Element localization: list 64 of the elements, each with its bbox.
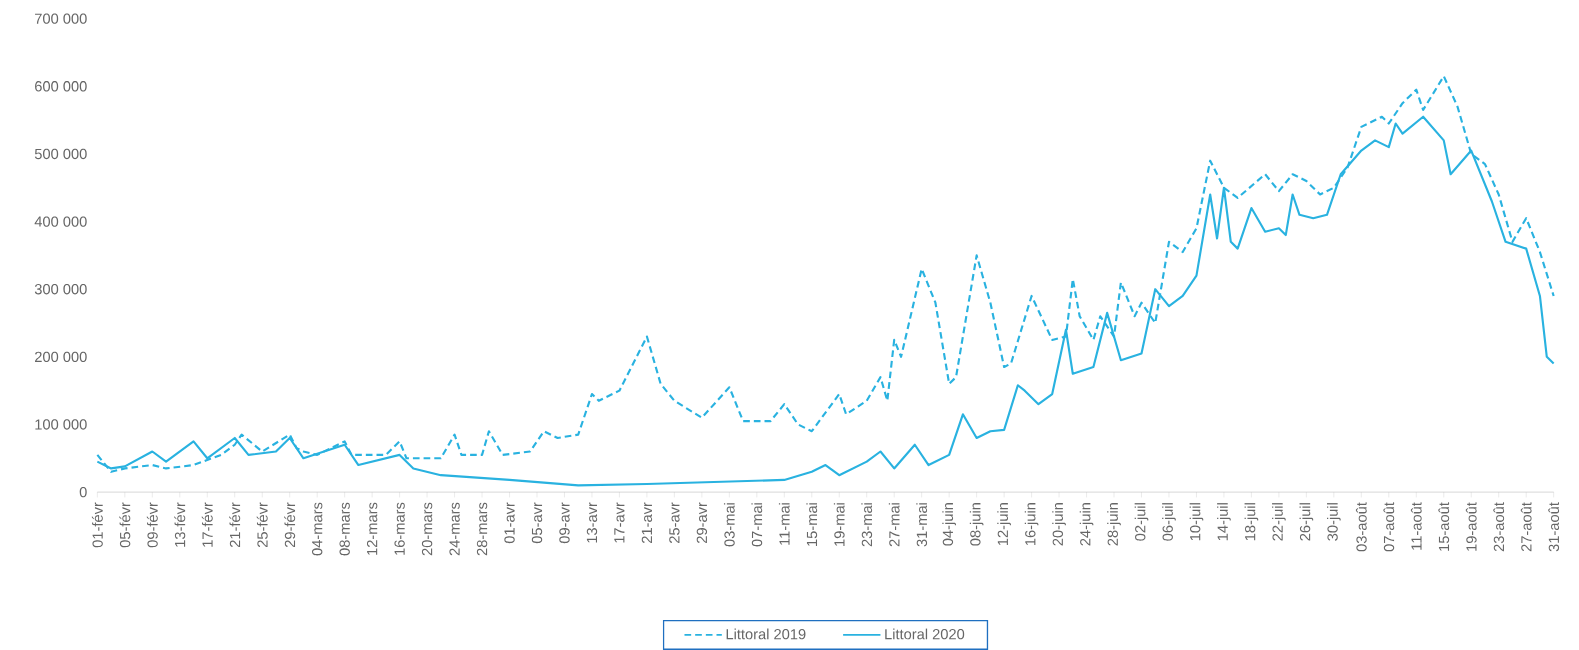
x-tick-label: 21-avr — [641, 502, 653, 544]
x-tick-label: 07-mai — [751, 503, 763, 547]
x-tick-label: 14-juil — [1217, 503, 1231, 541]
x-tick-label: 04-mars — [312, 502, 323, 556]
x-tick-label: 27-août — [1520, 502, 1532, 552]
x-tick-label: 16-juin — [1024, 503, 1039, 546]
y-tick-label: 200 000 — [35, 351, 87, 363]
x-tick-label: 18-juil — [1244, 503, 1259, 541]
x-tick-label: 05-févr — [119, 502, 131, 548]
x-tick-label: 19-août — [1465, 502, 1477, 551]
x-tick-label: 31-mai — [916, 503, 928, 547]
x-tick-label: 30-juil — [1327, 503, 1341, 541]
y-tick-label: 600 000 — [35, 81, 87, 92]
x-tick-label: 05-avr — [531, 502, 543, 544]
x-tick-label: 20-juin — [1052, 503, 1066, 546]
x-tick-label: 13-févr — [174, 502, 186, 547]
legend-label: Littoral 2020 — [885, 628, 965, 640]
x-tick-label: 23-mai — [861, 503, 873, 547]
x-tick-label: 17-févr — [201, 502, 213, 547]
y-tick-label: 100 000 — [35, 419, 87, 430]
x-tick-label: 25-avr — [669, 502, 680, 544]
x-tick-label: 29-févr — [284, 502, 296, 548]
x-tick-label: 15-août — [1438, 502, 1450, 551]
x-tick-label: 06-juil — [1162, 503, 1176, 541]
x-tick-label: 23-août — [1493, 502, 1505, 552]
x-tick-label: 12-juin — [997, 503, 1011, 546]
x-tick-label: 16-mars — [394, 502, 405, 555]
x-tick-label: 11-août — [1410, 502, 1422, 550]
x-tick-label: 09-févr — [146, 502, 158, 548]
x-tick-label: 08-juin — [969, 503, 984, 546]
y-tick-label: 300 000 — [34, 284, 87, 295]
x-tick-label: 31-août — [1548, 502, 1560, 552]
x-tick-label: 29-avr — [696, 502, 708, 544]
x-tick-label: 02-juil — [1134, 503, 1149, 541]
x-tick-label: 26-juil — [1299, 503, 1314, 541]
x-tick-label: 24-mars — [449, 502, 460, 556]
x-tick-label: 22-juil — [1272, 503, 1286, 541]
y-tick-label: 500 000 — [34, 148, 87, 160]
y-tick-label: 400 000 — [34, 216, 87, 227]
x-tick-label: 01-avr — [504, 502, 515, 544]
x-tick-label: 04-juin — [942, 503, 956, 546]
x-tick-label: 01-févr — [91, 502, 103, 548]
x-tick-label: 24-juin — [1079, 503, 1094, 546]
x-tick-label: 07-août — [1383, 502, 1395, 552]
x-tick-label: 21-févr — [229, 502, 241, 548]
y-tick-label: 700 000 — [35, 13, 87, 24]
x-tick-label: 28-juin — [1107, 503, 1121, 546]
x-tick-label: 28-mars — [476, 502, 488, 556]
x-tick-label: 11-mai — [778, 503, 790, 545]
x-tick-label: 03-mai — [723, 503, 735, 547]
x-tick-label: 09-avr — [559, 502, 570, 544]
x-tick-label: 10-juil — [1189, 503, 1204, 541]
x-tick-label: 12-mars — [366, 502, 378, 555]
x-tick-label: 13-avr — [586, 502, 598, 543]
x-tick-label: 17-avr — [614, 502, 625, 543]
x-tick-label: 19-mai — [833, 503, 845, 546]
legend-label: Littoral 2019 — [726, 628, 806, 640]
x-tick-label: 27-mai — [888, 503, 900, 547]
x-tick-label: 15-mai — [806, 503, 818, 546]
x-tick-label: 20-mars — [421, 502, 433, 556]
x-tick-label: 25-févr — [256, 502, 268, 548]
x-tick-label: 03-août — [1355, 502, 1367, 552]
y-tick-label: 0 — [79, 486, 87, 498]
x-tick-label: 08-mars — [339, 502, 350, 556]
